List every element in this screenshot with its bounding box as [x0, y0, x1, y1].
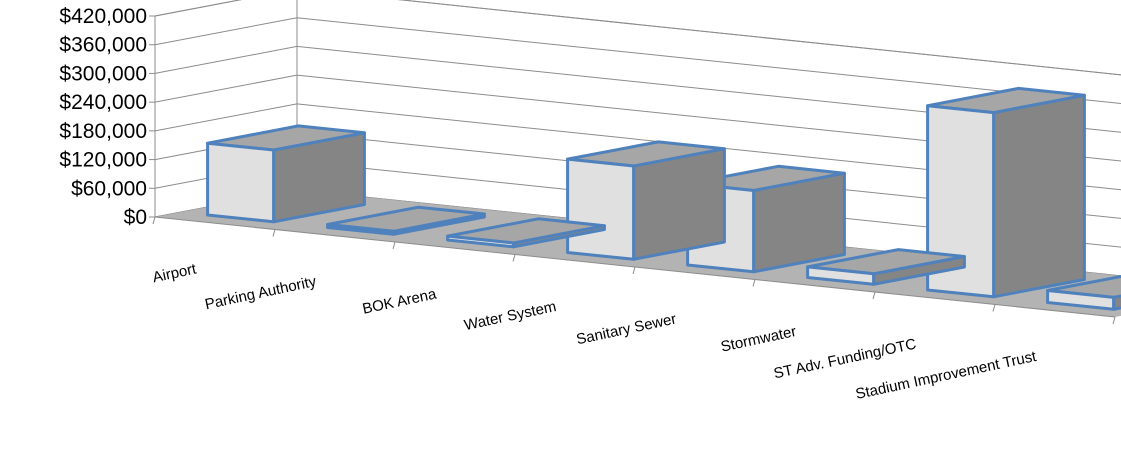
bar	[446, 217, 606, 249]
x-tick-label: ST Adv. Funding/OTC	[772, 335, 918, 382]
gridline-side	[154, 17, 298, 46]
x-tick-label: BOK Arena	[361, 285, 439, 317]
gridline-side	[154, 45, 298, 74]
x-tick-mark	[1112, 316, 1116, 325]
bar-side	[992, 93, 1086, 299]
gridline-back	[296, 103, 1121, 191]
gridline-back	[397, 0, 1121, 76]
gridline-back	[296, 74, 1121, 162]
x-tick-label: Parking Authority	[203, 273, 318, 313]
bar-front	[206, 141, 276, 224]
gridline-side	[154, 103, 298, 132]
y-tick-label: $360,000	[59, 34, 147, 57]
y-tick-label: $300,000	[59, 62, 147, 85]
x-tick-mark	[992, 304, 996, 312]
bar-front	[806, 265, 876, 286]
bar	[1046, 274, 1121, 311]
bar-front	[566, 157, 636, 261]
bar-front	[926, 104, 996, 299]
x-tick-mark	[632, 266, 636, 275]
bar	[566, 140, 726, 261]
bar-front	[326, 223, 396, 236]
x-tick-label: Sanitary Sewer	[575, 311, 678, 349]
y-tick-label: $120,000	[59, 149, 147, 172]
bars	[206, 86, 1121, 311]
gridline-back	[296, 45, 1121, 133]
x-tick-label: Airport	[151, 260, 199, 286]
y-axis: $0 $60,000 $120,000 $180,000 $240,000 $300,00…	[59, 5, 156, 229]
x-tick-label: Stormwater	[719, 323, 798, 356]
bar	[806, 248, 966, 286]
x-tick-mark	[872, 291, 876, 300]
chart-walls	[154, 0, 1121, 277]
y-tick-label: $240,000	[59, 91, 147, 114]
gridline-side	[154, 74, 298, 103]
x-tick-label: Water System	[463, 298, 558, 334]
bar-front	[1046, 289, 1116, 311]
x-tick-mark	[752, 279, 756, 287]
y-tick-label: $180,000	[59, 120, 147, 143]
y-tick-label: $60,000	[71, 177, 147, 200]
bar	[926, 86, 1086, 299]
bar-side	[632, 147, 726, 261]
x-tick-mark	[512, 254, 516, 262]
y-tick-label: $0	[124, 206, 147, 229]
bar	[206, 124, 366, 224]
bar	[326, 205, 486, 236]
bar-front	[446, 234, 516, 249]
y-tick-labels: $0 $60,000 $120,000 $180,000 $240,000 $300,00…	[59, 5, 147, 229]
x-tick-mark	[152, 216, 156, 225]
gridline-side	[154, 0, 242, 17]
x-tick-mark	[272, 229, 276, 237]
y-tick-label: $420,000	[59, 5, 147, 28]
x-tick-mark	[392, 241, 396, 250]
gridline-back	[296, 17, 1121, 105]
